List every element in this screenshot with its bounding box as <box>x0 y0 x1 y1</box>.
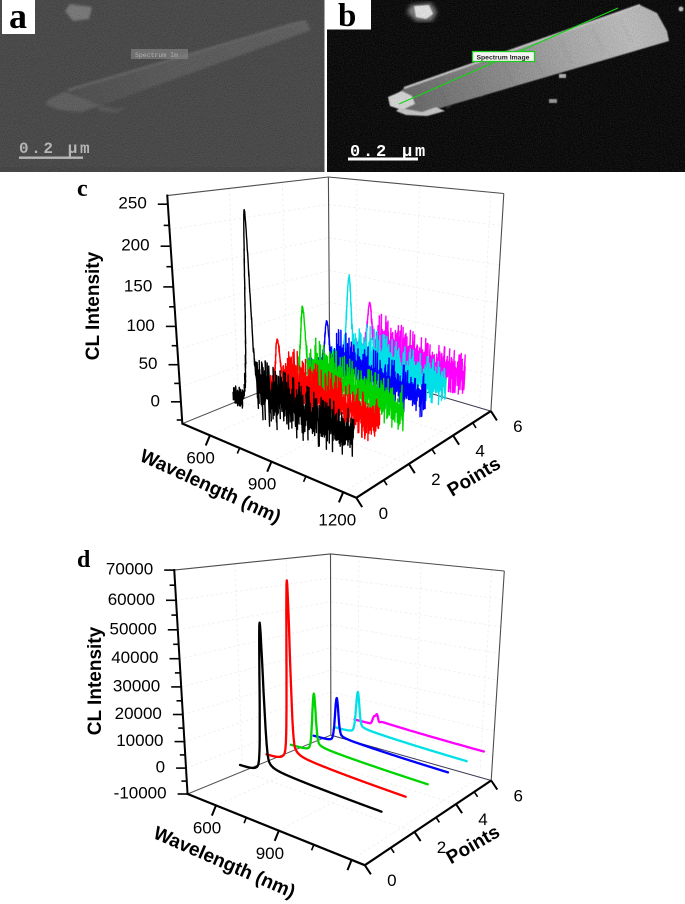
svg-text:0: 0 <box>156 758 165 777</box>
svg-text:1200: 1200 <box>318 510 356 529</box>
svg-text:Spectrum Image: Spectrum Image <box>477 54 530 61</box>
svg-text:30000: 30000 <box>113 676 160 695</box>
svg-text:100: 100 <box>127 316 155 335</box>
svg-text:50: 50 <box>139 354 158 373</box>
svg-text:b: b <box>338 0 356 34</box>
svg-text:6: 6 <box>513 787 522 806</box>
svg-text:Points: Points <box>443 822 504 869</box>
svg-text:a: a <box>9 0 27 36</box>
svg-text:600: 600 <box>193 819 221 838</box>
svg-text:250: 250 <box>118 194 146 213</box>
svg-text:2: 2 <box>431 470 440 489</box>
svg-text:0.2 μm: 0.2 μm <box>350 143 428 162</box>
svg-text:d: d <box>77 547 91 573</box>
svg-text:0: 0 <box>379 504 388 523</box>
svg-text:6: 6 <box>513 417 522 436</box>
svg-text:4: 4 <box>475 442 484 461</box>
svg-text:200: 200 <box>121 236 149 255</box>
svg-text:Spectrum Im: Spectrum Im <box>135 52 178 59</box>
svg-text:70000: 70000 <box>106 560 153 579</box>
svg-text:2: 2 <box>437 838 446 857</box>
svg-text:CL Intensity: CL Intensity <box>85 626 106 735</box>
svg-text:0.2 μm: 0.2 μm <box>19 140 92 158</box>
svg-text:20000: 20000 <box>115 704 162 723</box>
svg-text:-10000: -10000 <box>114 784 167 803</box>
svg-text:Points: Points <box>444 453 505 501</box>
svg-text:900: 900 <box>248 475 276 494</box>
svg-text:50000: 50000 <box>110 619 157 638</box>
svg-text:0: 0 <box>151 391 160 410</box>
svg-text:4: 4 <box>478 810 487 829</box>
svg-text:0: 0 <box>387 871 396 890</box>
svg-text:150: 150 <box>124 276 152 295</box>
svg-text:c: c <box>77 176 88 202</box>
svg-text:60000: 60000 <box>108 590 155 609</box>
svg-text:40000: 40000 <box>111 648 158 667</box>
svg-text:600: 600 <box>186 448 214 467</box>
svg-text:10000: 10000 <box>116 731 163 750</box>
svg-text:CL Intensity: CL Intensity <box>83 251 104 360</box>
svg-text:900: 900 <box>256 844 284 863</box>
